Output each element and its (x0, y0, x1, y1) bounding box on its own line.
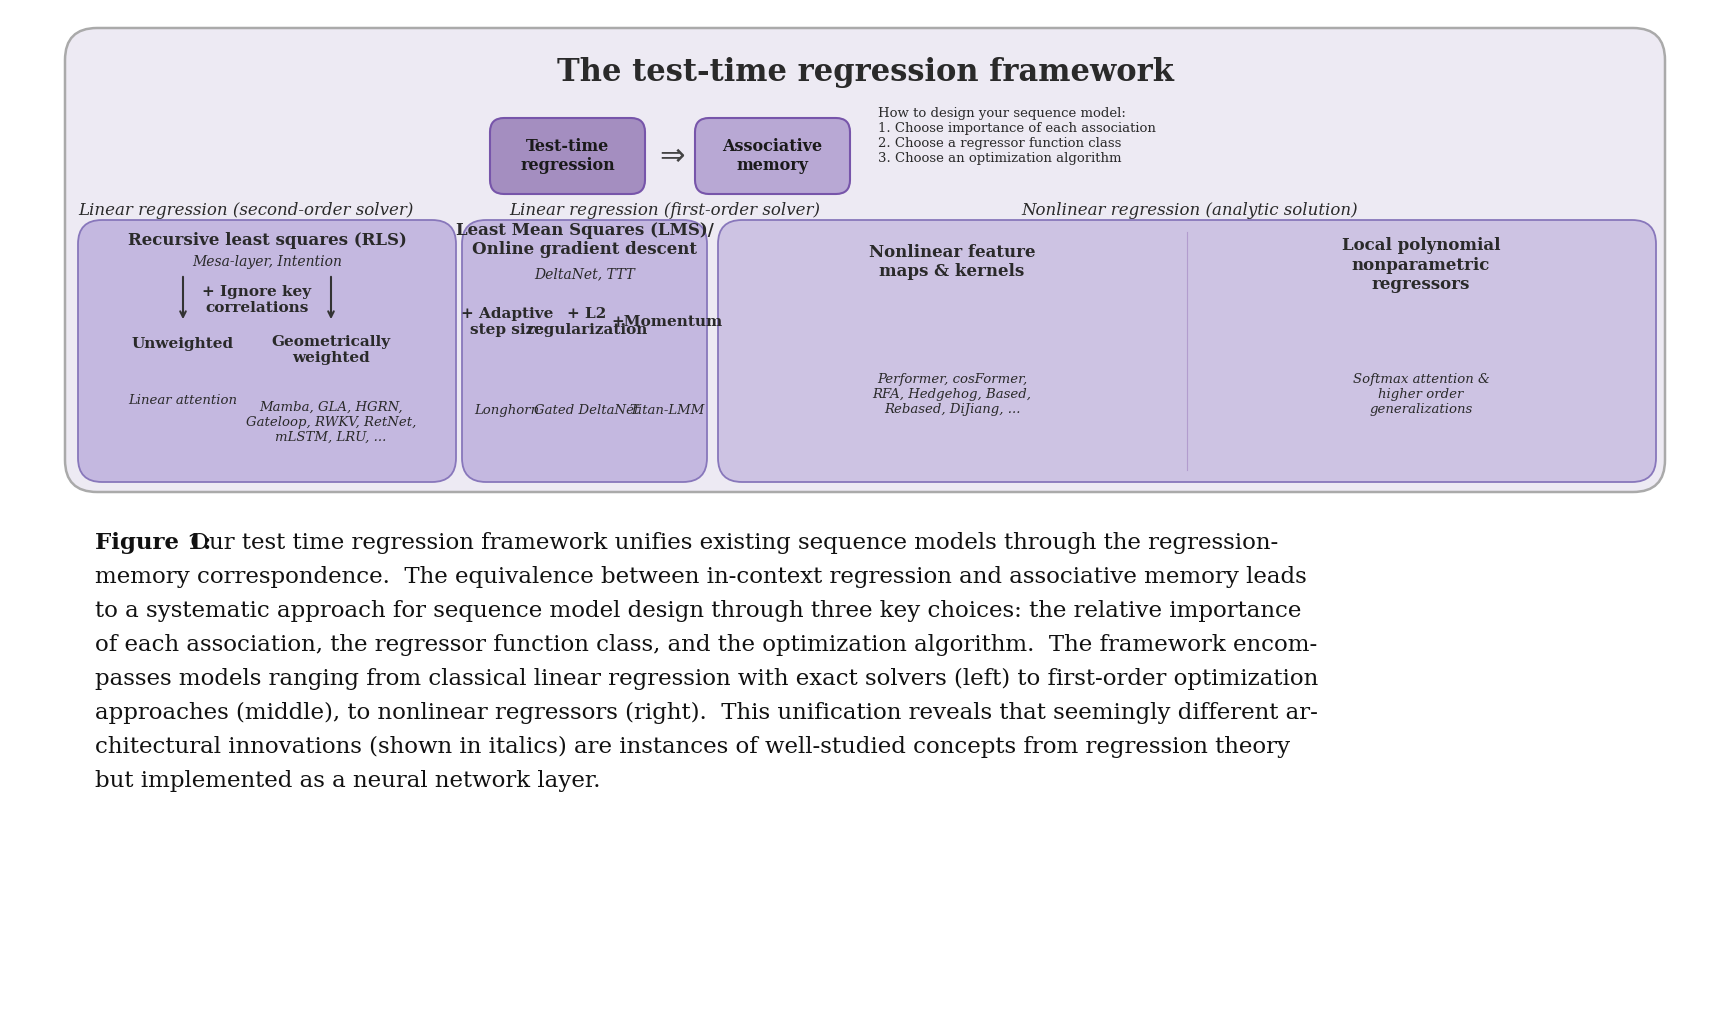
FancyBboxPatch shape (719, 220, 1655, 482)
Text: Linear attention: Linear attention (128, 393, 237, 407)
Text: chitectural innovations (shown in italics) are instances of well-studied concept: chitectural innovations (shown in italic… (95, 736, 1291, 758)
FancyBboxPatch shape (66, 28, 1666, 492)
Text: approaches (middle), to nonlinear regressors (right).  This unification reveals : approaches (middle), to nonlinear regres… (95, 702, 1318, 725)
Text: Local polynomial
nonparametric
regressors: Local polynomial nonparametric regressor… (1341, 237, 1500, 293)
Text: Mamba, GLA, HGRN,
Gateloop, RWKV, RetNet,
mLSTM, LRU, ...: Mamba, GLA, HGRN, Gateloop, RWKV, RetNet… (245, 401, 416, 444)
Text: Associative
memory: Associative memory (722, 138, 823, 175)
Text: 2. Choose a regressor function class: 2. Choose a regressor function class (878, 137, 1121, 150)
Text: Nonlinear feature
maps & kernels: Nonlinear feature maps & kernels (869, 243, 1035, 280)
Text: ⇒: ⇒ (660, 141, 684, 171)
Text: passes models ranging from classical linear regression with exact solvers (left): passes models ranging from classical lin… (95, 668, 1318, 690)
Text: + L2
regularization: + L2 regularization (527, 307, 648, 337)
Text: Figure 1:: Figure 1: (95, 532, 211, 554)
Text: Least Mean Squares (LMS)/
Online gradient descent: Least Mean Squares (LMS)/ Online gradien… (456, 222, 714, 259)
FancyBboxPatch shape (491, 118, 645, 194)
Text: Unweighted: Unweighted (131, 337, 233, 351)
Text: +Momentum: +Momentum (612, 315, 722, 329)
Text: + Ignore key
correlations: + Ignore key correlations (202, 285, 311, 315)
Text: + Adaptive
step size: + Adaptive step size (461, 307, 553, 337)
Text: DeltaNet, TTT: DeltaNet, TTT (534, 267, 634, 281)
FancyBboxPatch shape (78, 220, 456, 482)
Text: Test-time
regression: Test-time regression (520, 138, 615, 175)
Text: Longhorn: Longhorn (475, 404, 539, 417)
Text: Performer, cosFormer,
RFA, Hedgehog, Based,
Rebased, DiJiang, ...: Performer, cosFormer, RFA, Hedgehog, Bas… (873, 372, 1032, 416)
FancyBboxPatch shape (695, 118, 850, 194)
FancyBboxPatch shape (461, 220, 707, 482)
Text: Gated DeltaNet: Gated DeltaNet (534, 404, 639, 417)
Text: Linear regression (first-order solver): Linear regression (first-order solver) (510, 201, 821, 219)
Text: memory correspondence.  The equivalence between in-context regression and associ: memory correspondence. The equivalence b… (95, 566, 1306, 588)
Text: The test-time regression framework: The test-time regression framework (556, 56, 1173, 88)
Text: 1. Choose importance of each association: 1. Choose importance of each association (878, 122, 1156, 135)
Text: Mesa-layer, Intention: Mesa-layer, Intention (192, 256, 342, 269)
Text: Recursive least squares (RLS): Recursive least squares (RLS) (128, 232, 406, 248)
Text: to a systematic approach for sequence model design through three key choices: th: to a systematic approach for sequence mo… (95, 600, 1301, 622)
Text: Our test time regression framework unifies existing sequence models through the : Our test time regression framework unifi… (183, 532, 1279, 554)
Text: How to design your sequence model:: How to design your sequence model: (878, 107, 1127, 120)
Text: of each association, the regressor function class, and the optimization algorith: of each association, the regressor funct… (95, 634, 1317, 656)
Text: Linear regression (second-order solver): Linear regression (second-order solver) (78, 201, 413, 219)
Text: 3. Choose an optimization algorithm: 3. Choose an optimization algorithm (878, 152, 1121, 165)
Text: Softmax attention &
higher order
generalizations: Softmax attention & higher order general… (1353, 372, 1490, 416)
Text: Geometrically
weighted: Geometrically weighted (271, 335, 391, 365)
Text: Titan-LMM: Titan-LMM (629, 404, 705, 417)
Text: but implemented as a neural network layer.: but implemented as a neural network laye… (95, 770, 601, 792)
Text: Nonlinear regression (analytic solution): Nonlinear regression (analytic solution) (1021, 201, 1358, 219)
